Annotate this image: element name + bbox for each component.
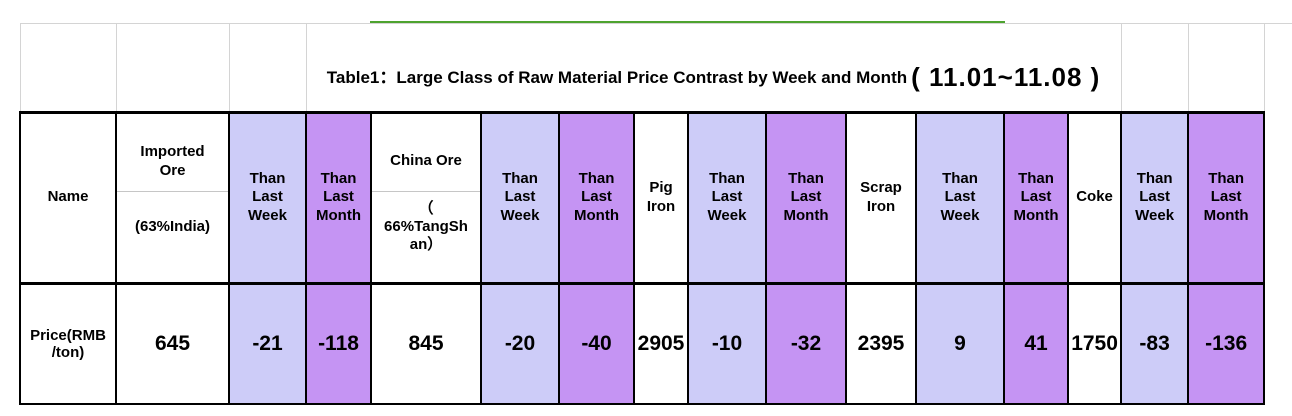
table-title: Table1：Large Class of Raw Material Price… [305, 23, 1122, 113]
value-imported-ore-week-change: -21 [228, 281, 307, 405]
header-imported-ore: Imported Ore (63%India) [115, 111, 230, 285]
header-imported-ore-grade: (63%India) [134, 218, 210, 236]
value-scrap-iron: 2395 [845, 281, 917, 405]
row-label-price: Price(RMB /ton) [19, 281, 117, 405]
empty-grid-cell [228, 23, 307, 113]
value-pig-iron: 2905 [633, 281, 689, 405]
table-title-date-range: ( 11.01~11.08 ) [911, 62, 1101, 92]
value-imported-ore: 645 [115, 281, 230, 405]
header-than-last-week-5: Than Last Week [1120, 111, 1190, 285]
header-name: Name [19, 111, 117, 285]
header-than-last-week-3: Than Last Week [687, 111, 767, 285]
header-china-ore-grade: （ 66%TangSh an） [384, 200, 468, 254]
header-than-last-week-1: Than Last Week [228, 111, 307, 285]
header-imported-ore-label: Imported Ore [118, 133, 227, 192]
value-coke: 1750 [1066, 281, 1123, 405]
header-coke: Coke [1066, 111, 1123, 285]
header-than-last-week-4: Than Last Week [915, 111, 1005, 285]
value-china-ore: 845 [370, 281, 482, 405]
gridline-extension [1263, 23, 1292, 24]
header-pig-iron: Pig Iron [633, 111, 689, 285]
header-than-last-month-4: Than Last Month [1003, 111, 1069, 285]
value-coke-month-change: -136 [1187, 281, 1266, 405]
value-scrap-iron-week-change: 9 [915, 281, 1005, 405]
empty-grid-cell [1120, 23, 1189, 113]
header-than-last-month-5: Than Last Month [1187, 111, 1266, 285]
value-imported-ore-month-change: -118 [305, 281, 372, 405]
value-china-ore-week-change: -20 [480, 281, 560, 405]
header-than-last-month-2: Than Last Month [558, 111, 635, 285]
header-than-last-week-2: Than Last Week [480, 111, 560, 285]
data-row: Price(RMB /ton) 645 -21 -118 845 -20 -40… [19, 281, 1266, 405]
raw-material-price-table: Table1：Large Class of Raw Material Price… [19, 23, 1266, 405]
empty-grid-cell [1187, 23, 1265, 113]
value-pig-iron-week-change: -10 [687, 281, 767, 405]
empty-grid-cell [115, 23, 230, 113]
value-coke-week-change: -83 [1120, 281, 1190, 405]
title-row: Table1：Large Class of Raw Material Price… [19, 23, 1265, 113]
table-title-text: Table1：Large Class of Raw Material Price… [326, 68, 908, 87]
value-pig-iron-month-change: -32 [765, 281, 847, 405]
header-china-ore: China Ore （ 66%TangSh an） [370, 111, 482, 285]
value-scrap-iron-month-change: 41 [1003, 281, 1069, 405]
header-china-ore-label: China Ore [373, 133, 479, 192]
header-scrap-iron: Scrap Iron [845, 111, 917, 285]
header-row: Name Imported Ore (63%India) Than Last W… [19, 111, 1266, 285]
value-china-ore-month-change: -40 [558, 281, 635, 405]
header-than-last-month-3: Than Last Month [765, 111, 847, 285]
empty-grid-cell [19, 23, 117, 113]
header-than-last-month-1: Than Last Month [305, 111, 372, 285]
